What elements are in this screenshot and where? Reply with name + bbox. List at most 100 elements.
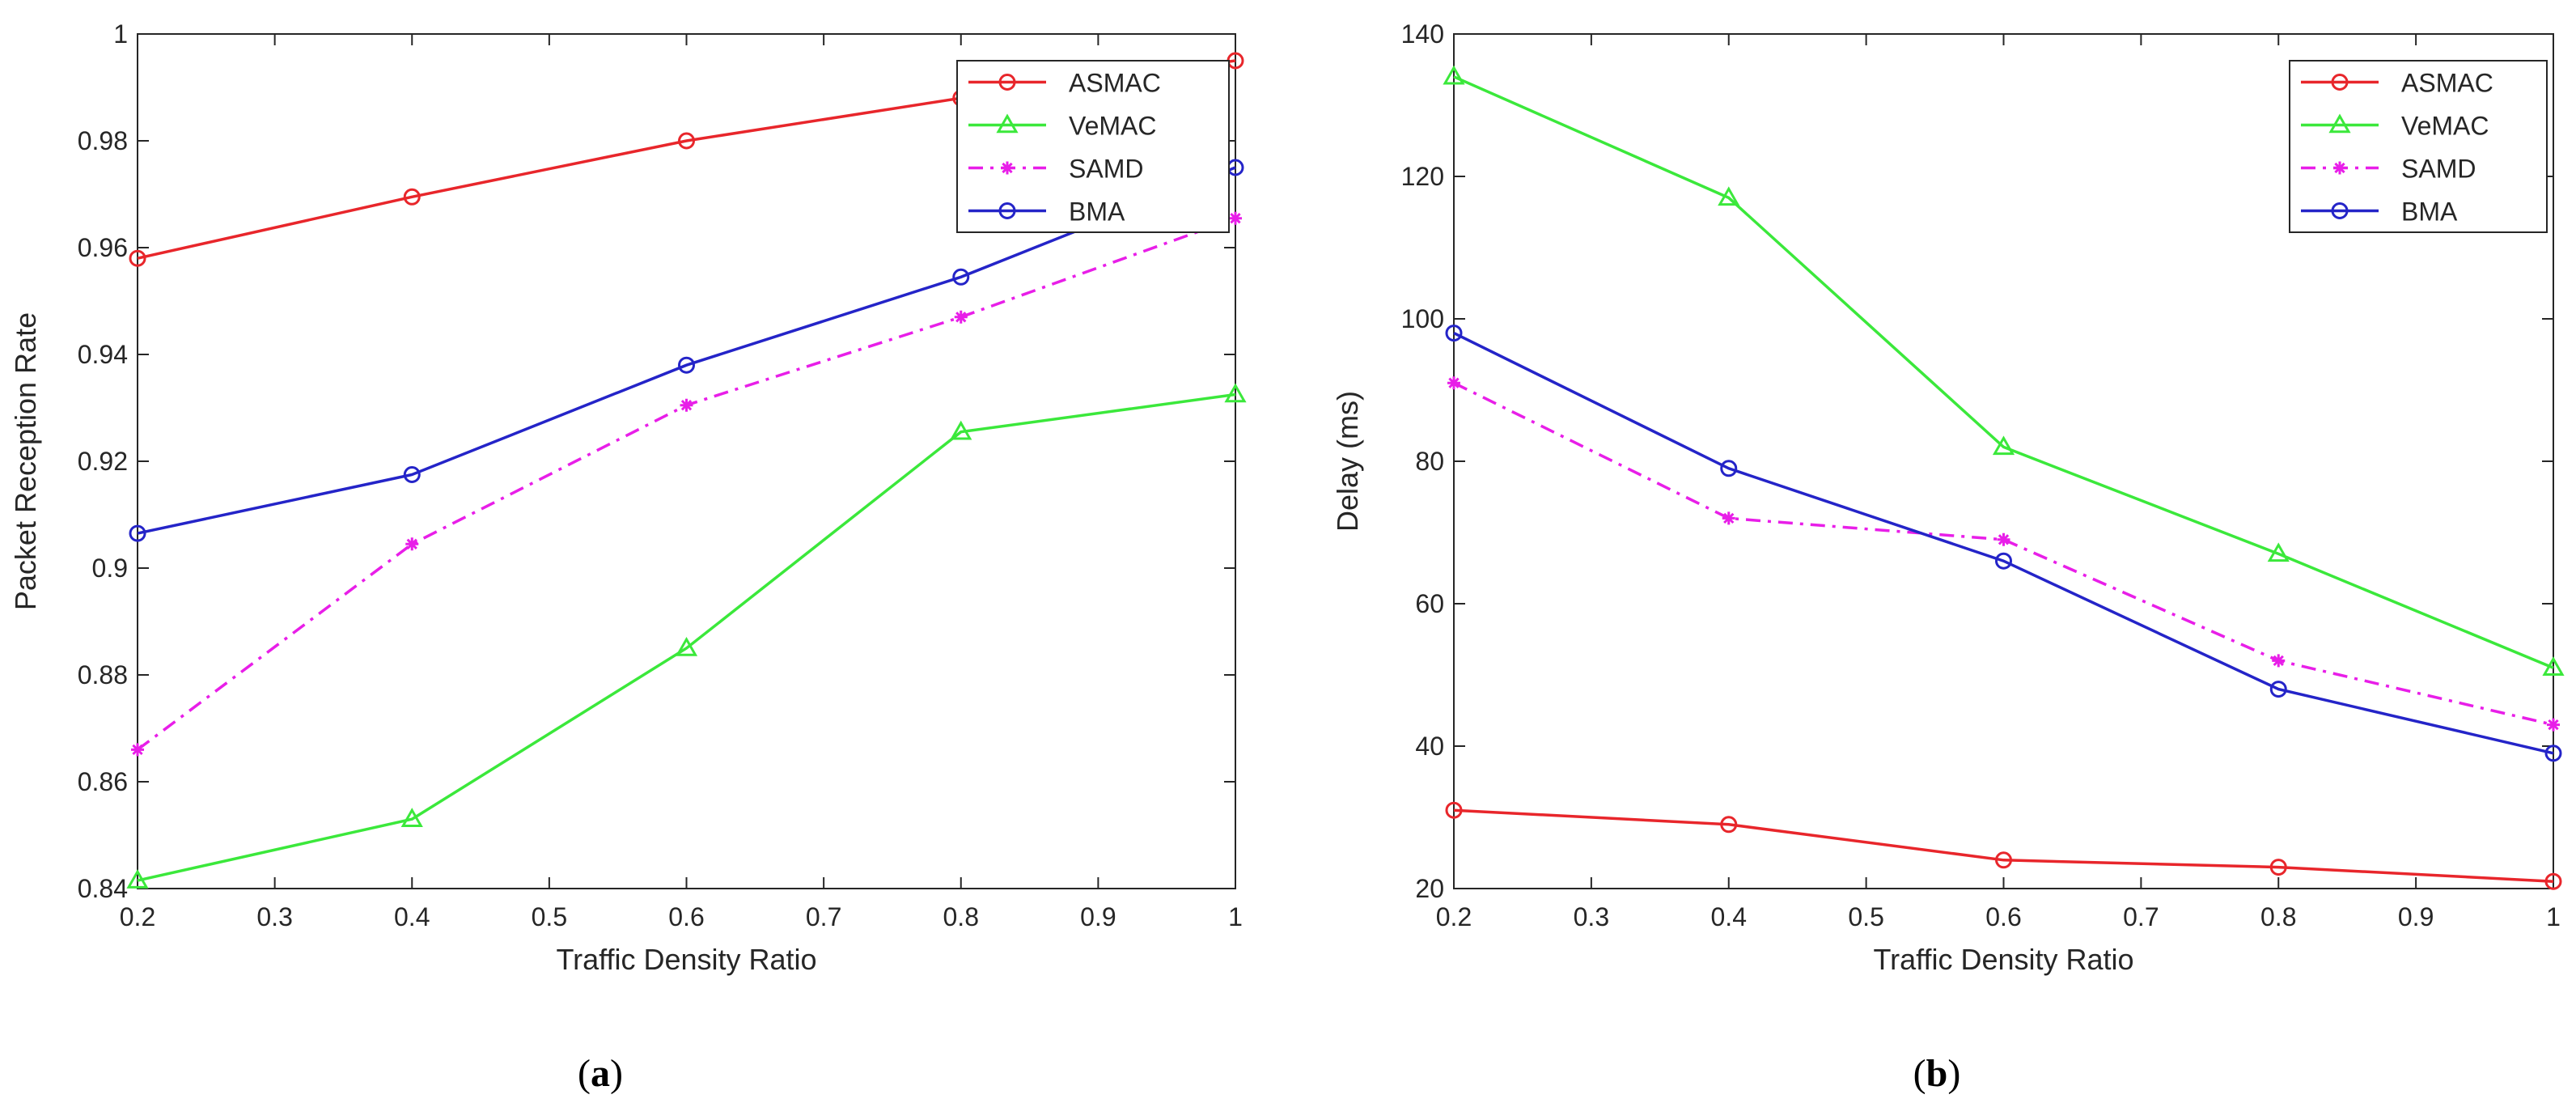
data-point-bma bbox=[1445, 325, 1463, 342]
legend-marker-samd bbox=[2333, 161, 2346, 175]
series-samd bbox=[1447, 376, 2560, 732]
legend-marker-asmac bbox=[998, 74, 1016, 91]
legend-label-vemac: VeMAC bbox=[1069, 112, 1156, 141]
y-tick-label: 0.86 bbox=[78, 767, 128, 796]
series-line-asmac bbox=[1453, 808, 2554, 883]
data-point-bma bbox=[952, 268, 970, 286]
y-tick-label: 20 bbox=[1415, 874, 1444, 903]
legend-box bbox=[956, 60, 1230, 233]
legend-marker-bma bbox=[998, 202, 1016, 219]
x-tick-label: 0.8 bbox=[2260, 902, 2296, 931]
data-point-vemac bbox=[675, 636, 698, 656]
x-tick-label: 0.6 bbox=[1985, 902, 2021, 931]
y-tick-label: 0.88 bbox=[78, 660, 128, 689]
data-point-samd bbox=[1997, 532, 2010, 546]
y-tick-label: 0.98 bbox=[78, 126, 128, 155]
data-point-vemac bbox=[126, 869, 149, 889]
data-point-samd bbox=[1229, 211, 1242, 225]
data-point-asmac bbox=[403, 188, 421, 206]
data-point-vemac bbox=[1443, 65, 1465, 85]
data-point-vemac bbox=[1992, 435, 2015, 456]
panel-caption: (b) bbox=[1913, 1052, 1961, 1095]
data-point-samd bbox=[954, 310, 968, 324]
series-vemac bbox=[1443, 65, 2565, 676]
series-vemac bbox=[126, 383, 1247, 889]
data-point-samd bbox=[2272, 654, 2286, 668]
series-line-bma bbox=[1453, 332, 2554, 755]
y-tick-label: 40 bbox=[1415, 732, 1444, 761]
x-tick-label: 1 bbox=[2546, 902, 2561, 931]
y-tick-label: 140 bbox=[1401, 19, 1444, 49]
data-point-bma bbox=[1720, 460, 1738, 477]
legend-label-vemac: VeMAC bbox=[2401, 112, 2489, 141]
x-tick-label: 0.5 bbox=[532, 902, 567, 931]
legend-marker-samd bbox=[1001, 161, 1014, 175]
legend-label-samd: SAMD bbox=[1069, 155, 1143, 184]
data-point-samd bbox=[131, 743, 144, 757]
data-point-samd bbox=[1722, 511, 1735, 525]
legend-marker-vemac bbox=[996, 113, 1019, 134]
chart-panel-a: 0.2 0.3 0.4 0.5 0.6 0.7 0.8 0.9 1 0.84 0.86 0.88 0.9… bbox=[9, 19, 1247, 1095]
series-samd bbox=[131, 211, 1242, 757]
legend-label-samd: SAMD bbox=[2401, 155, 2476, 184]
x-tick-label: 0.3 bbox=[1574, 902, 1609, 931]
x-tick-label: 0.7 bbox=[806, 902, 841, 931]
legend: ASMAC VeMAC SAMD BMA bbox=[956, 60, 1230, 233]
x-axis-label: Traffic Density Ratio bbox=[556, 943, 816, 976]
x-tick-label: 0.2 bbox=[1436, 902, 1472, 931]
data-point-asmac bbox=[1445, 801, 1463, 819]
y-axis-label: Delay (ms) bbox=[1331, 391, 1364, 532]
data-point-samd bbox=[1447, 376, 1460, 390]
series-line-bma bbox=[137, 166, 1236, 535]
x-tick-label: 1 bbox=[1228, 902, 1243, 931]
data-point-asmac bbox=[129, 249, 146, 267]
data-point-bma bbox=[403, 466, 421, 483]
legend-box bbox=[2289, 60, 2548, 233]
legend-label-asmac: ASMAC bbox=[1069, 69, 1161, 98]
x-tick-label: 0.8 bbox=[943, 902, 979, 931]
x-tick-label: 0.4 bbox=[394, 902, 430, 931]
data-point-vemac bbox=[2267, 542, 2290, 562]
y-tick-label: 100 bbox=[1401, 304, 1444, 333]
x-tick-label: 0.5 bbox=[1848, 902, 1883, 931]
data-point-vemac bbox=[2542, 656, 2565, 676]
series-bma bbox=[1445, 325, 2562, 762]
chart-panel-b: 0.2 0.3 0.4 0.5 0.6 0.7 0.8 0.9 1204060801001201… bbox=[1331, 19, 2565, 1095]
data-point-asmac bbox=[2269, 859, 2287, 876]
y-tick-label: 80 bbox=[1415, 447, 1444, 476]
panel-caption: (a) bbox=[578, 1052, 623, 1095]
legend-marker-asmac bbox=[2331, 74, 2349, 91]
series-line-vemac bbox=[137, 392, 1236, 882]
y-tick-label: 0.96 bbox=[78, 233, 128, 262]
series-bma bbox=[129, 159, 1244, 542]
data-point-vemac bbox=[950, 420, 972, 440]
data-point-asmac bbox=[2544, 872, 2562, 890]
legend-label-bma: BMA bbox=[1069, 197, 1125, 227]
y-tick-label: 120 bbox=[1401, 162, 1444, 191]
series-line-vemac bbox=[1453, 75, 2554, 669]
legend-label-bma: BMA bbox=[2401, 197, 2458, 227]
data-point-vemac bbox=[1718, 186, 1740, 206]
data-point-samd bbox=[405, 537, 419, 551]
data-point-bma bbox=[129, 524, 146, 542]
x-tick-label: 0.4 bbox=[1711, 902, 1747, 931]
x-tick-label: 0.9 bbox=[1080, 902, 1116, 931]
data-point-samd bbox=[680, 398, 693, 412]
y-tick-label: 60 bbox=[1415, 589, 1444, 618]
data-point-bma bbox=[2269, 681, 2287, 698]
x-tick-label: 0.9 bbox=[2398, 902, 2434, 931]
y-tick-label: 1 bbox=[113, 19, 128, 49]
data-point-bma bbox=[2544, 745, 2562, 762]
data-point-bma bbox=[1995, 552, 2012, 570]
x-tick-label: 0.6 bbox=[668, 902, 704, 931]
y-tick-label: 0.94 bbox=[78, 340, 128, 369]
x-tick-label: 0.2 bbox=[120, 902, 155, 931]
y-tick-label: 0.9 bbox=[92, 554, 128, 583]
data-point-asmac bbox=[1720, 816, 1738, 834]
legend-marker-vemac bbox=[2328, 113, 2351, 134]
data-point-asmac bbox=[678, 132, 695, 150]
series-asmac bbox=[1445, 801, 2562, 890]
y-tick-label: 0.92 bbox=[78, 447, 128, 476]
legend-marker-bma bbox=[2331, 202, 2349, 219]
data-point-asmac bbox=[1995, 851, 2012, 869]
